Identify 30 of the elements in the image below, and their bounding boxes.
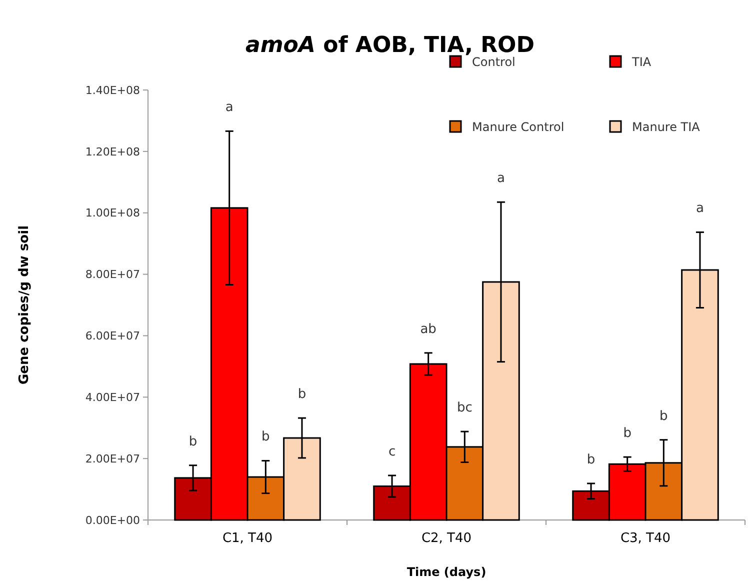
y-tick-label: 4.00E+07 [85,390,140,404]
y-tick-label: 2.00E+07 [85,452,140,466]
x-tick-label: C1, T40 [222,531,273,546]
chart-title: amoA of AOB, TIA, ROD [246,33,534,58]
annotation: b [262,430,270,445]
x-axis-title: Time (days) [406,565,486,579]
y-tick-label: 0.00E+00 [85,514,140,527]
annotation: b [298,387,306,402]
annotation: c [388,444,396,460]
annotation: b [623,426,632,442]
y-tick-label: 6.00E+07 [85,330,140,343]
legend-label: Control [472,55,516,70]
annotation: b [586,452,596,468]
x-tick-label: C2, T40 [421,531,472,546]
annotation: ab [420,322,436,337]
y-tick-label: 8.00E+07 [85,268,140,282]
annotation: a [496,171,505,186]
y-axis-title: Gene copies/g dw soil [17,225,32,385]
x-tick-label: C3, T40 [620,531,671,546]
annotation: bc [456,400,472,416]
legend-label: TIA [631,55,652,70]
y-tick-label: 1.00E+08 [85,206,140,220]
annotation: a [225,100,234,116]
legend-label: Manure TIA [632,120,701,134]
y-tick-label: 1.40E+08 [85,84,140,97]
y-tick-label: 1.20E+08 [85,145,140,158]
annotation: b [188,434,198,450]
annotation: b [660,408,668,424]
annotation: a [696,201,704,216]
legend-label: Manure Control [472,120,564,134]
